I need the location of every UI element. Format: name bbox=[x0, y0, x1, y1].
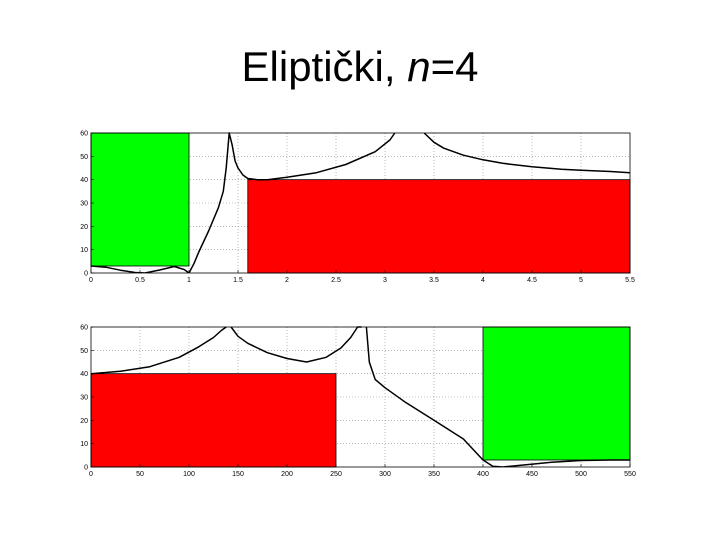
y-tick-label: 30 bbox=[80, 395, 88, 402]
response-curve-segment bbox=[91, 326, 227, 375]
stopband-region bbox=[247, 179, 631, 274]
bottom-chart: 0 50 100 150 200 250 300 350 400 450 500 550 0 10 20 30… bbox=[80, 325, 636, 479]
x-tick-label: 1 bbox=[187, 277, 191, 284]
x-tick-label: 200 bbox=[281, 471, 293, 478]
y-tick-label: 30 bbox=[80, 201, 88, 208]
x-tick-label: 0.5 bbox=[135, 277, 145, 284]
y-tick-label: 0 bbox=[84, 465, 88, 472]
y-tick-label: 10 bbox=[80, 441, 88, 448]
y-tick-label: 50 bbox=[80, 154, 88, 161]
passband-region bbox=[90, 132, 190, 267]
response-curve-segment bbox=[91, 132, 396, 273]
x-tick-label: 450 bbox=[526, 471, 538, 478]
x-tick-label: 250 bbox=[330, 471, 342, 478]
x-tick-label: 0 bbox=[89, 471, 93, 478]
x-tick-label: 3.5 bbox=[429, 277, 439, 284]
x-tick-label: 350 bbox=[428, 471, 440, 478]
x-tick-label: 150 bbox=[232, 471, 244, 478]
response-curve-segment bbox=[230, 326, 362, 363]
slide-title: Eliptički, n=4 bbox=[0, 46, 720, 88]
x-tick-label: 4 bbox=[481, 277, 485, 284]
y-tick-label: 60 bbox=[80, 131, 88, 138]
x-tick-label: 2 bbox=[285, 277, 289, 284]
y-tick-label: 10 bbox=[80, 247, 88, 254]
y-tick-label: 20 bbox=[80, 224, 88, 231]
x-tick-label: 1.5 bbox=[233, 277, 243, 284]
response-curve-segment bbox=[423, 132, 630, 174]
top-chart: 0 0.5 1 1.5 2 2.5 3 3.5 4 4.5 5 5.5 0 10 20 30 40 50 60 bbox=[80, 131, 635, 285]
x-tick-label: 50 bbox=[136, 471, 144, 478]
title-variable: n bbox=[407, 43, 431, 90]
x-tick-label: 300 bbox=[379, 471, 391, 478]
x-tick-label: 2.5 bbox=[331, 277, 341, 284]
x-tick-label: 4.5 bbox=[527, 277, 537, 284]
x-tick-label: 3 bbox=[383, 277, 387, 284]
title-suffix: =4 bbox=[430, 43, 479, 90]
y-tick-label: 60 bbox=[80, 325, 88, 332]
x-tick-label: 5 bbox=[579, 277, 583, 284]
x-tick-label: 500 bbox=[575, 471, 587, 478]
response-curve-segment bbox=[365, 326, 630, 467]
x-tick-label: 550 bbox=[624, 471, 636, 478]
y-tick-label: 50 bbox=[80, 348, 88, 355]
stopband-region bbox=[90, 373, 337, 468]
y-tick-label: 40 bbox=[80, 177, 88, 184]
y-tick-label: 20 bbox=[80, 418, 88, 425]
x-tick-label: 5.5 bbox=[625, 277, 635, 284]
title-prefix: Eliptički, bbox=[241, 43, 408, 90]
x-tick-label: 0 bbox=[89, 277, 93, 284]
y-tick-label: 40 bbox=[80, 371, 88, 378]
x-tick-label: 100 bbox=[183, 471, 195, 478]
y-tick-label: 0 bbox=[84, 271, 88, 278]
x-tick-label: 400 bbox=[477, 471, 489, 478]
passband-region bbox=[482, 326, 631, 461]
